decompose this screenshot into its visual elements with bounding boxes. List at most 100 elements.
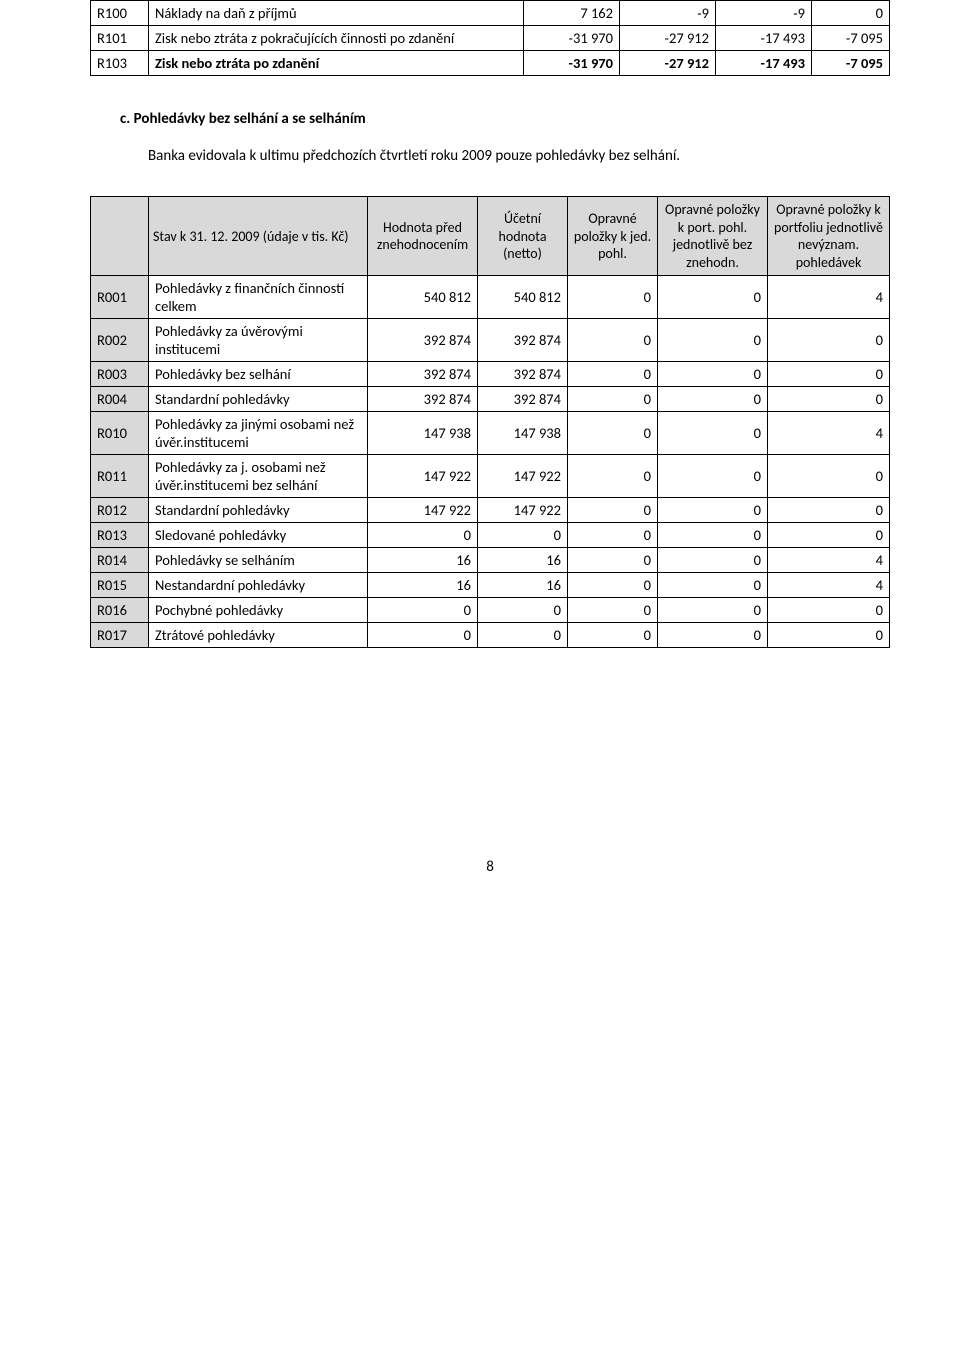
row-code: R016 <box>91 598 149 623</box>
cell: 0 <box>768 598 890 623</box>
cell: 0 <box>658 598 768 623</box>
cell: 147 922 <box>478 498 568 523</box>
row-label: Pohledávky bez selhání <box>149 362 368 387</box>
cell: 4 <box>768 573 890 598</box>
row-code: R013 <box>91 523 149 548</box>
cell: 147 922 <box>368 498 478 523</box>
row-label: Ztrátové pohledávky <box>149 623 368 648</box>
table-row: R012 Standardní pohledávky 147 922 147 9… <box>91 498 890 523</box>
page-number: 8 <box>90 858 890 876</box>
cell: 540 812 <box>478 276 568 319</box>
cell: 4 <box>768 276 890 319</box>
row-code: R004 <box>91 387 149 412</box>
cell: 0 <box>658 548 768 573</box>
cell: 392 874 <box>478 362 568 387</box>
table-row: R015 Nestandardní pohledávky 16 16 0 0 4 <box>91 573 890 598</box>
cell: -17 493 <box>716 26 812 51</box>
cell: 0 <box>658 362 768 387</box>
cell: -27 912 <box>620 51 716 76</box>
column-header: Opravné položky k jed. pohl. <box>568 197 658 276</box>
cell: 0 <box>368 623 478 648</box>
cell: 392 874 <box>368 387 478 412</box>
cell: 0 <box>568 455 658 498</box>
cell: 392 874 <box>368 319 478 362</box>
row-label: Pohledávky za j. osobami než úvěr.instit… <box>149 455 368 498</box>
table-row: R017 Ztrátové pohledávky 0 0 0 0 0 <box>91 623 890 648</box>
row-code: R010 <box>91 412 149 455</box>
page: R100 Náklady na daň z příjmů 7 162 -9 -9… <box>0 0 960 916</box>
cell: -27 912 <box>620 26 716 51</box>
cell: 0 <box>812 1 890 26</box>
row-label: Pohledávky se selháním <box>149 548 368 573</box>
cell: 0 <box>368 523 478 548</box>
cell: 0 <box>568 623 658 648</box>
cell: 0 <box>478 523 568 548</box>
cell: 540 812 <box>368 276 478 319</box>
cell: 0 <box>568 319 658 362</box>
cell: 0 <box>768 623 890 648</box>
cell: 0 <box>658 276 768 319</box>
table-row: R103 Zisk nebo ztráta po zdanění -31 970… <box>91 51 890 76</box>
table-row: R010 Pohledávky za jinými osobami než úv… <box>91 412 890 455</box>
row-label: Pohledávky z finančních činností celkem <box>149 276 368 319</box>
table-row: R004 Standardní pohledávky 392 874 392 8… <box>91 387 890 412</box>
table-row: R013 Sledované pohledávky 0 0 0 0 0 <box>91 523 890 548</box>
row-code: R002 <box>91 319 149 362</box>
cell: 0 <box>768 523 890 548</box>
table-2: Stav k 31. 12. 2009 (údaje v tis. Kč) Ho… <box>90 196 890 648</box>
cell: 147 922 <box>368 455 478 498</box>
row-code: R103 <box>91 51 149 76</box>
row-label: Zisk nebo ztráta po zdanění <box>149 51 524 76</box>
cell: 16 <box>478 573 568 598</box>
cell: 0 <box>658 573 768 598</box>
cell: -7 095 <box>812 26 890 51</box>
column-header: Hodnota před znehodnoce­ním <box>368 197 478 276</box>
cell: 147 938 <box>368 412 478 455</box>
row-label: Zisk nebo ztráta z pokračujících činnost… <box>149 26 524 51</box>
column-header: Opravné položky k portfoliu jednotlivě n… <box>768 197 890 276</box>
row-code: R017 <box>91 623 149 648</box>
row-label: Nestandardní pohledávky <box>149 573 368 598</box>
cell: 0 <box>768 455 890 498</box>
row-code: R015 <box>91 573 149 598</box>
table-row: R002 Pohledávky za úvěrovými institucemi… <box>91 319 890 362</box>
table-row: R003 Pohledávky bez selhání 392 874 392 … <box>91 362 890 387</box>
cell: 147 922 <box>478 455 568 498</box>
cell: 0 <box>768 387 890 412</box>
section-body: Banka evidovala k ultimu předchozích čtv… <box>148 146 890 166</box>
row-label: Sledované pohledávky <box>149 523 368 548</box>
table-row: R001 Pohledávky z finančních činností ce… <box>91 276 890 319</box>
row-code: R100 <box>91 1 149 26</box>
row-label: Pohledávky za jinými osobami než úvěr.in… <box>149 412 368 455</box>
cell: -7 095 <box>812 51 890 76</box>
cell: 0 <box>568 573 658 598</box>
cell: 0 <box>658 523 768 548</box>
row-code: R003 <box>91 362 149 387</box>
row-label: Pohledávky za úvěrovými institucemi <box>149 319 368 362</box>
cell: 0 <box>658 498 768 523</box>
cell: 0 <box>368 598 478 623</box>
row-code: R011 <box>91 455 149 498</box>
header-label: Stav k 31. 12. 2009 (údaje v tis. Kč) <box>149 197 368 276</box>
cell: 0 <box>568 276 658 319</box>
cell: -9 <box>620 1 716 26</box>
cell: -17 493 <box>716 51 812 76</box>
cell: 4 <box>768 412 890 455</box>
cell: 0 <box>568 362 658 387</box>
row-code: R001 <box>91 276 149 319</box>
table-row: R016 Pochybné pohledávky 0 0 0 0 0 <box>91 598 890 623</box>
cell: 4 <box>768 548 890 573</box>
cell: -31 970 <box>524 26 620 51</box>
row-label: Standardní pohledávky <box>149 498 368 523</box>
cell: 0 <box>658 623 768 648</box>
header-blank <box>91 197 149 276</box>
column-header: Opravné položky k port. pohl. jednotlivě… <box>658 197 768 276</box>
row-label: Náklady na daň z příjmů <box>149 1 524 26</box>
cell: 0 <box>478 623 568 648</box>
row-code: R012 <box>91 498 149 523</box>
cell: 0 <box>568 598 658 623</box>
table-row: R100 Náklady na daň z příjmů 7 162 -9 -9… <box>91 1 890 26</box>
cell: 0 <box>658 319 768 362</box>
cell: 0 <box>768 498 890 523</box>
cell: 392 874 <box>478 319 568 362</box>
